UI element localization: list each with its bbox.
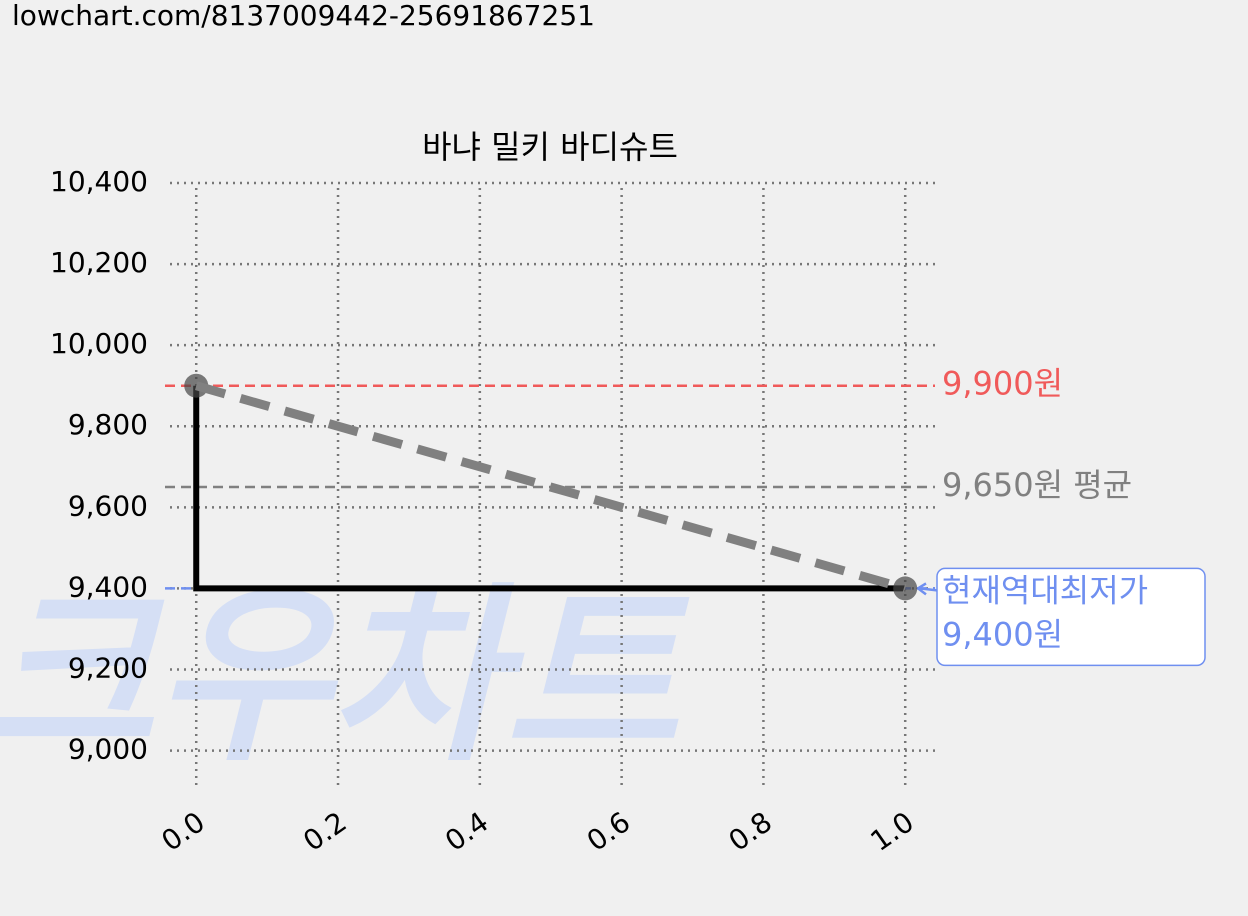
y-tick-label: 9,200 [68, 651, 148, 684]
chart-title: 바냐 밀키 바디슈트 [422, 128, 678, 166]
y-tick-label: 9,000 [68, 733, 148, 766]
x-tick-label: 0.0 [155, 805, 210, 858]
y-tick-label: 9,600 [68, 489, 148, 522]
y-tick-label: 10,400 [50, 165, 148, 198]
url: lowchart.com/8137009442-25691867251 [12, 0, 595, 32]
series-line [193, 385, 906, 592]
reference-label: 9,650원 평균 [942, 466, 1132, 504]
x-tick-label: 0.6 [581, 805, 636, 858]
y-tick-label: 10,200 [50, 246, 148, 279]
y-tick-label: 10,000 [50, 327, 148, 360]
x-tick-label: 0.2 [297, 805, 352, 858]
reference-label: 현재역대최저가 [942, 571, 1148, 609]
y-tick-label: 9,800 [68, 408, 148, 441]
annotation-arrow [915, 582, 938, 596]
reference-label: 9,900원 [942, 365, 1063, 403]
y-tick-label: 9,400 [68, 570, 148, 603]
annotation-box [936, 567, 1206, 667]
x-tick-label: 0.4 [439, 805, 494, 858]
series-line [194, 381, 907, 593]
reference-label: 9,400원 [942, 615, 1063, 653]
x-tick-label: 1.0 [864, 805, 919, 858]
x-tick-label: 0.8 [723, 805, 778, 858]
